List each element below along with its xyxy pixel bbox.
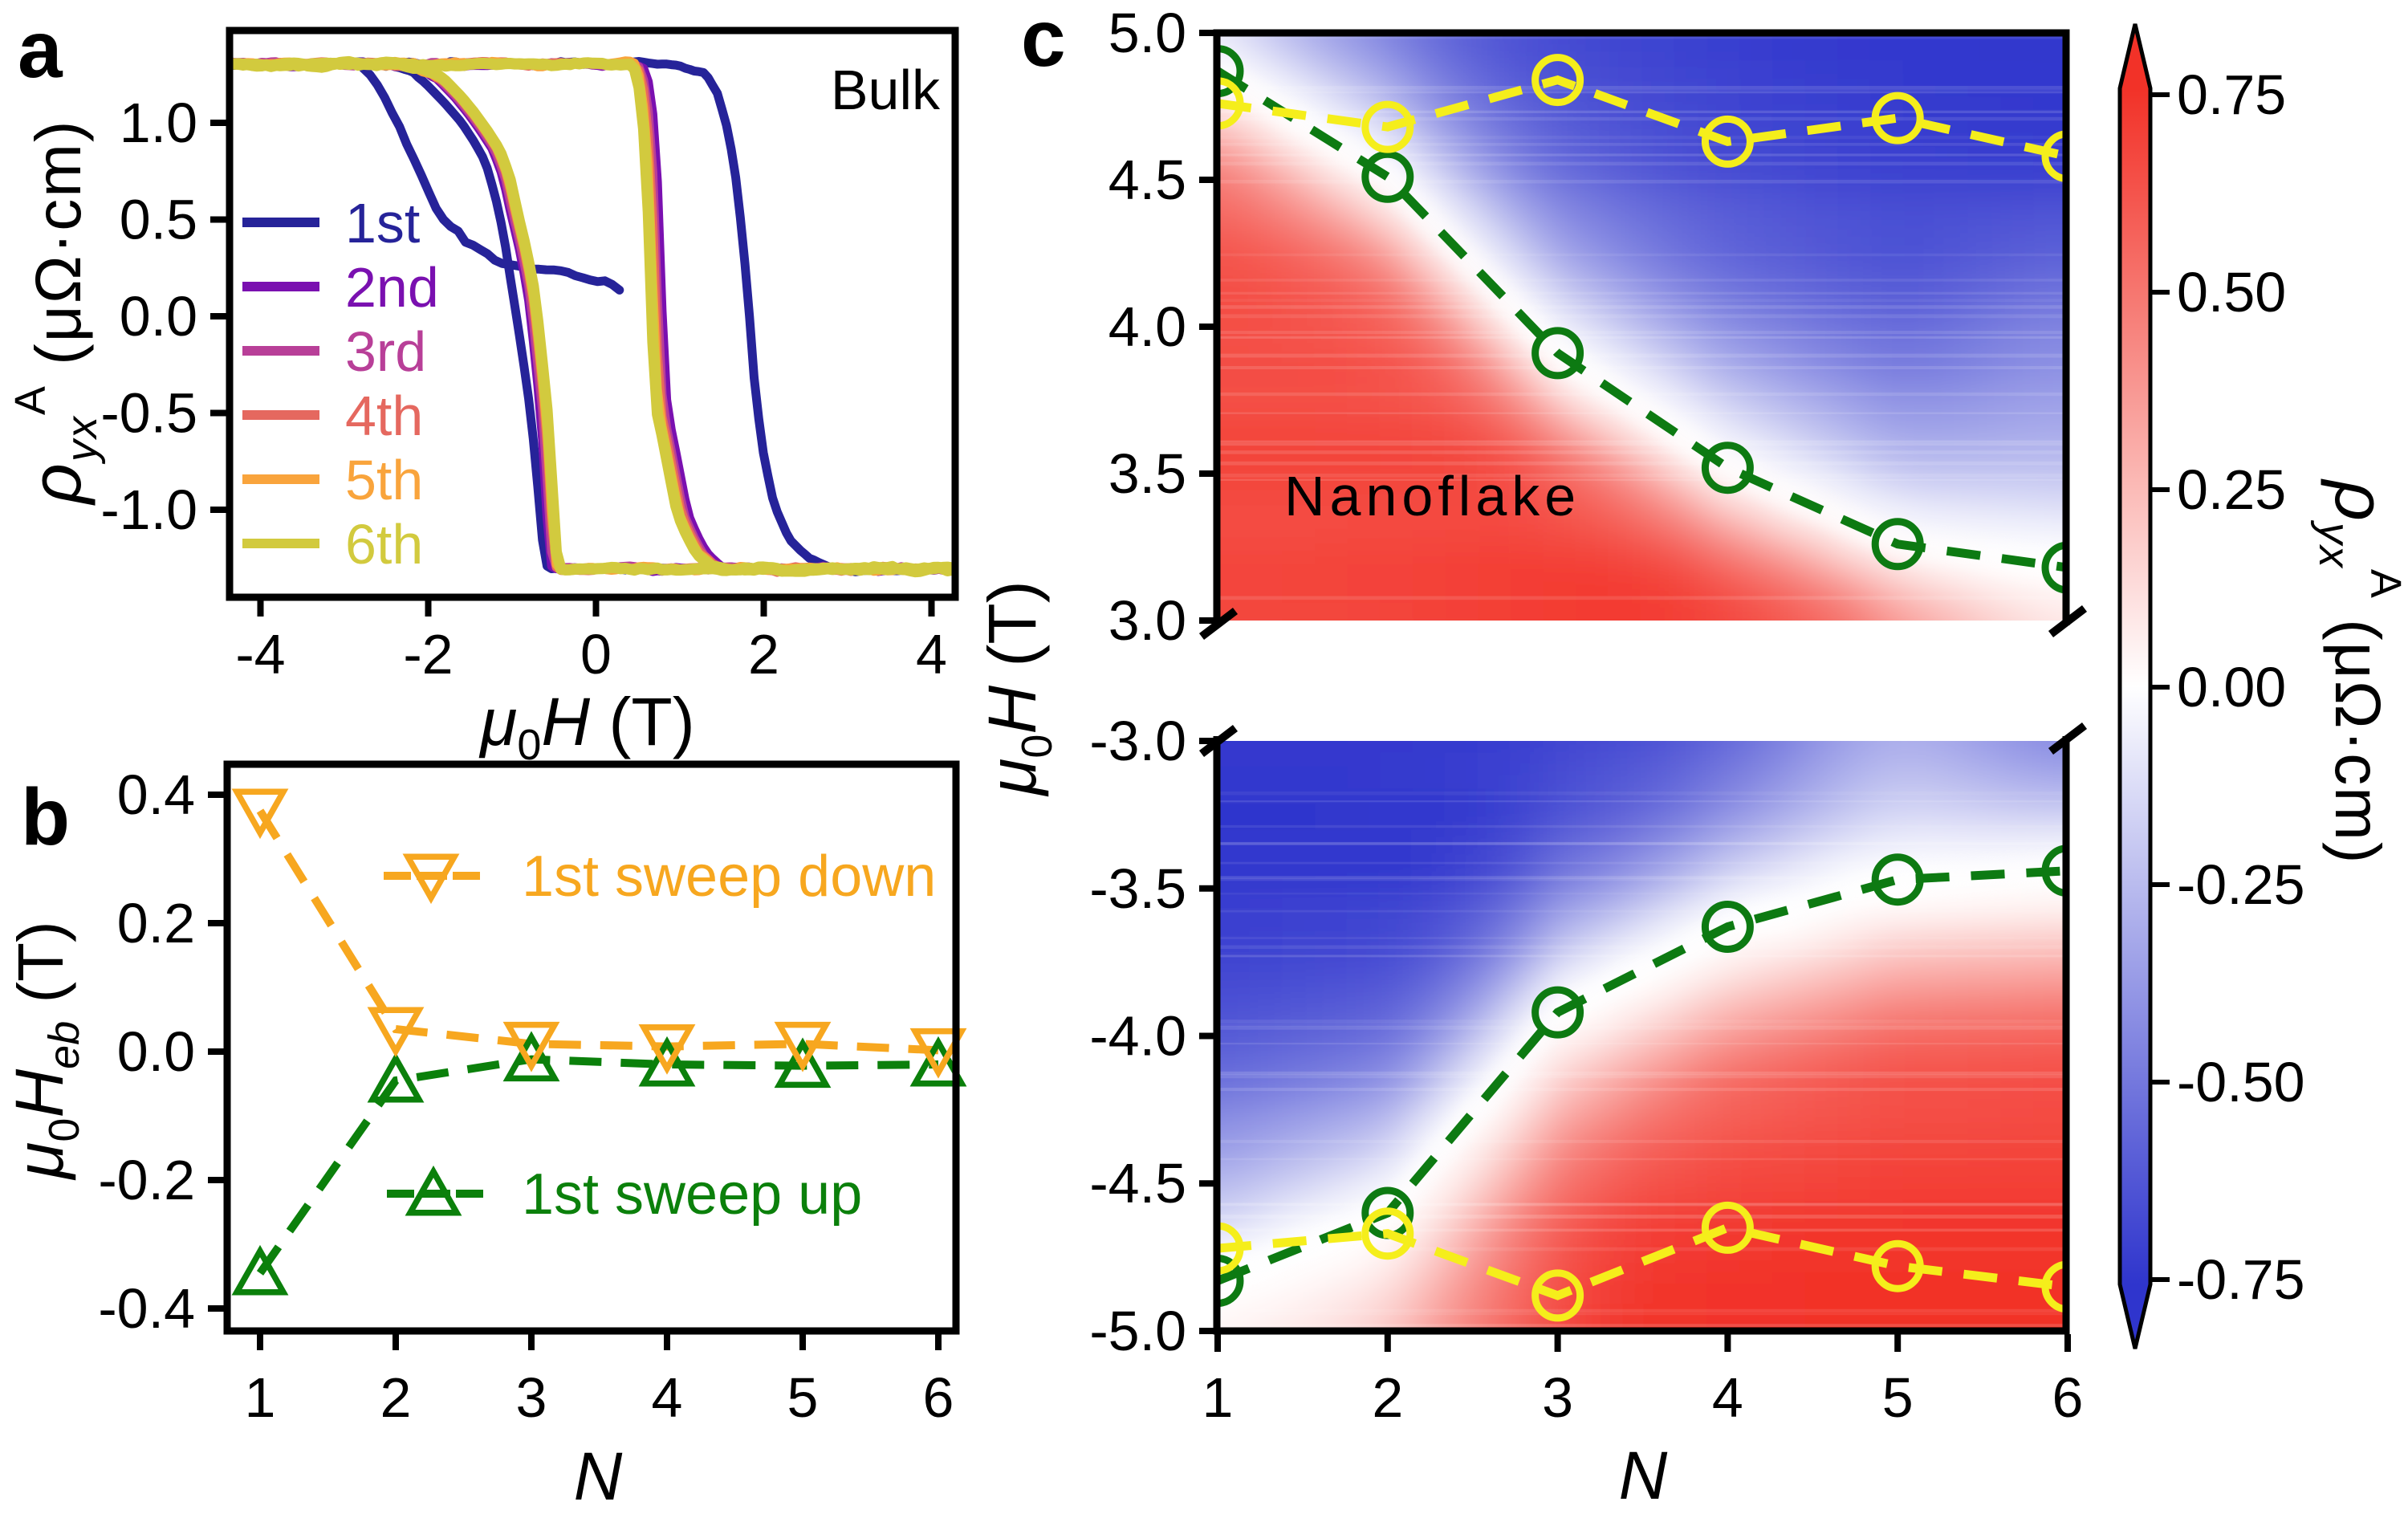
svg-text:4: 4 — [1712, 1366, 1743, 1429]
svg-text:6: 6 — [923, 1366, 954, 1429]
svg-text:3: 3 — [516, 1366, 547, 1429]
svg-text:-0.5: -0.5 — [100, 382, 197, 445]
svg-text:Nanoflake: Nanoflake — [1284, 465, 1580, 527]
svg-text:1st sweep down: 1st sweep down — [522, 844, 936, 909]
svg-text:-0.50: -0.50 — [2177, 1051, 2305, 1113]
svg-text:0.4: 0.4 — [117, 763, 195, 826]
svg-text:2: 2 — [748, 623, 779, 686]
svg-text:-3.5: -3.5 — [1089, 857, 1186, 920]
svg-text:-4: -4 — [235, 623, 285, 686]
svg-text:-0.75: -0.75 — [2177, 1248, 2305, 1311]
svg-text:0.0: 0.0 — [120, 285, 197, 348]
svg-text:μ0H (T): μ0H (T) — [974, 580, 1061, 796]
svg-text:4: 4 — [652, 1366, 683, 1429]
svg-text:N: N — [574, 1439, 623, 1514]
svg-text:N: N — [1619, 1438, 1668, 1513]
svg-text:1.0: 1.0 — [120, 92, 197, 154]
svg-text:0.75: 0.75 — [2177, 63, 2286, 126]
svg-text:0.0: 0.0 — [117, 1020, 195, 1083]
svg-text:0.2: 0.2 — [117, 892, 195, 954]
svg-text:1: 1 — [1202, 1366, 1234, 1429]
svg-text:5th: 5th — [345, 449, 423, 511]
svg-text:5: 5 — [787, 1366, 819, 1429]
svg-text:0: 0 — [580, 623, 612, 686]
svg-text:μ0Heb (T): μ0Heb (T) — [2, 921, 88, 1180]
svg-text:3rd: 3rd — [345, 320, 426, 383]
svg-text:3.5: 3.5 — [1108, 442, 1186, 505]
svg-text:4th: 4th — [345, 385, 423, 447]
svg-text:0.5: 0.5 — [120, 189, 197, 251]
svg-text:-0.25: -0.25 — [2177, 853, 2305, 916]
svg-text:-0.2: -0.2 — [98, 1149, 195, 1211]
svg-text:5: 5 — [1882, 1366, 1914, 1429]
svg-text:2: 2 — [380, 1366, 412, 1429]
svg-text:-1.0: -1.0 — [100, 478, 197, 541]
svg-text:6: 6 — [2052, 1366, 2084, 1429]
svg-text:-2: -2 — [403, 623, 453, 686]
svg-text:μ0H (T): μ0H (T) — [478, 684, 694, 769]
svg-text:c: c — [1021, 0, 1066, 83]
svg-text:ρyxA (μΩ·cm): ρyxA (μΩ·cm) — [2310, 478, 2408, 865]
svg-text:1st: 1st — [345, 192, 420, 254]
svg-text:1: 1 — [245, 1366, 276, 1429]
svg-text:0.25: 0.25 — [2177, 458, 2286, 521]
svg-text:0.00: 0.00 — [2177, 656, 2286, 718]
svg-text:2nd: 2nd — [345, 256, 439, 319]
svg-text:4.0: 4.0 — [1108, 295, 1186, 358]
svg-text:3.0: 3.0 — [1108, 589, 1186, 652]
svg-text:1st sweep up: 1st sweep up — [522, 1162, 862, 1227]
svg-text:-4.0: -4.0 — [1089, 1005, 1186, 1068]
svg-text:0.50: 0.50 — [2177, 261, 2286, 324]
svg-text:a: a — [18, 5, 63, 95]
svg-text:-3.0: -3.0 — [1089, 710, 1186, 772]
svg-text:2: 2 — [1372, 1366, 1403, 1429]
svg-text:-5.0: -5.0 — [1089, 1300, 1186, 1362]
svg-text:4: 4 — [916, 623, 947, 686]
svg-text:-4.5: -4.5 — [1089, 1152, 1186, 1215]
svg-text:6th: 6th — [345, 513, 423, 576]
svg-text:3: 3 — [1542, 1366, 1573, 1429]
svg-text:ρyxA (μΩ·cm): ρyxA (μΩ·cm) — [6, 119, 106, 506]
svg-text:5.0: 5.0 — [1108, 2, 1186, 64]
svg-text:-0.4: -0.4 — [98, 1277, 195, 1340]
svg-text:4.5: 4.5 — [1108, 149, 1186, 211]
svg-text:b: b — [21, 772, 70, 862]
svg-text:Bulk: Bulk — [831, 59, 941, 121]
